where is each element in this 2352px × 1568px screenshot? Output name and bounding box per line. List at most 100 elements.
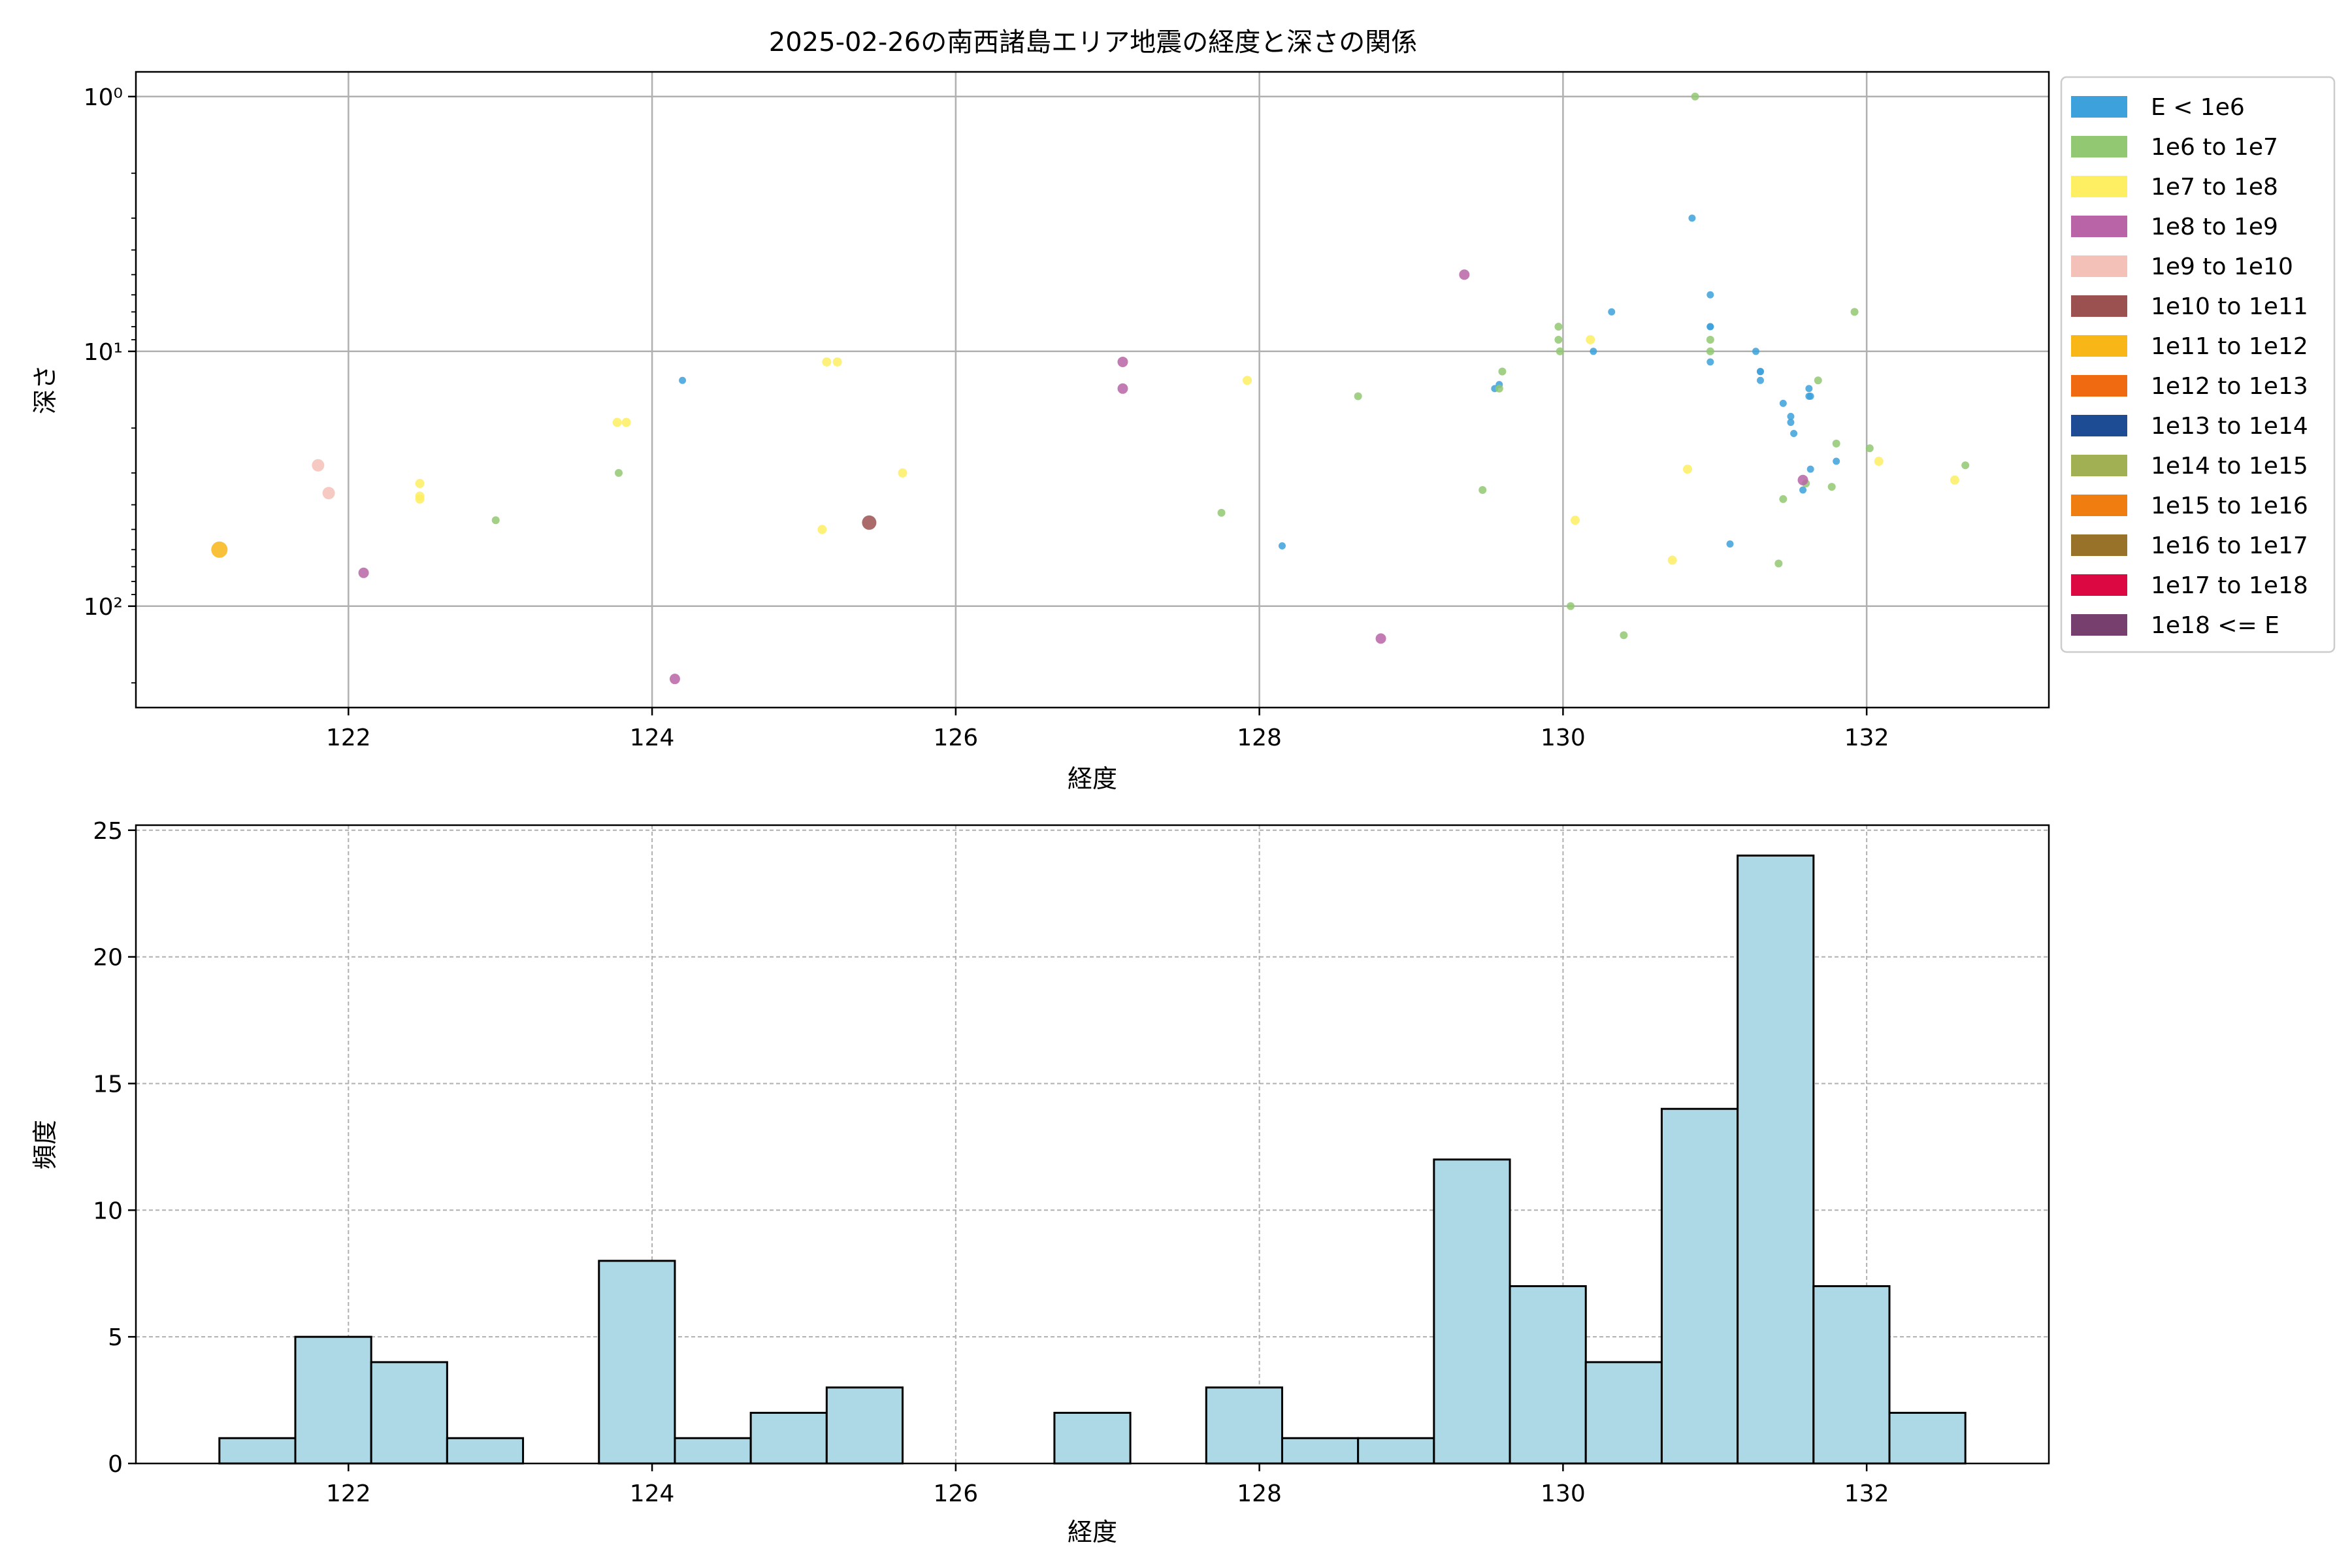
scatter-point <box>1556 347 1564 355</box>
legend-label: 1e17 to 1e18 <box>2151 572 2308 599</box>
scatter-x-ticks: 122 124 126 128 130 132 <box>326 708 1889 751</box>
legend-label: 1e6 to 1e7 <box>2151 134 2278 161</box>
histogram-y-ticks: 0 5 10 15 20 25 <box>93 818 136 1478</box>
scatter-point <box>1707 291 1714 299</box>
histogram-bar <box>749 1411 828 1465</box>
histogram-y-tick-label: 20 <box>93 945 123 972</box>
histogram-bar <box>674 1437 752 1465</box>
histogram-bar <box>1888 1411 1967 1465</box>
scatter-y-ticks: 10⁰ 10¹ 10² <box>84 84 136 684</box>
scatter-point <box>1756 368 1764 376</box>
scatter-panel: 2025-02-26の南西諸島エリア地震の経度と深さの関係 122 124 126 1… <box>31 27 2336 793</box>
legend-label: 1e12 to 1e13 <box>2151 373 2308 400</box>
histogram-plot-frame <box>135 824 2050 1465</box>
legend-label: 1e7 to 1e8 <box>2151 174 2278 201</box>
legend-label: 1e10 to 1e11 <box>2151 293 2308 320</box>
histogram-y-tick-label: 5 <box>108 1324 123 1351</box>
scatter-point <box>415 479 425 489</box>
scatter-point <box>822 357 832 367</box>
scatter-point <box>1554 323 1563 331</box>
histogram-bar <box>1584 1361 1663 1465</box>
scatter-x-tick-label: 132 <box>1844 725 1889 751</box>
scatter-point <box>1787 412 1795 420</box>
histogram-x-tick-label: 124 <box>630 1480 675 1507</box>
histogram-bar <box>1812 1285 1891 1465</box>
histogram-bars <box>218 855 1967 1465</box>
legend-swatch <box>2071 455 2127 476</box>
histogram-bar <box>825 1386 904 1465</box>
legend-swatch <box>2071 614 2127 636</box>
scatter-point <box>1498 367 1507 376</box>
scatter-point <box>1586 335 1595 344</box>
scatter-point <box>1459 269 1470 280</box>
scatter-point <box>322 487 335 500</box>
legend-swatch <box>2071 375 2127 397</box>
legend-label: 1e16 to 1e17 <box>2151 532 2308 559</box>
scatter-point <box>1567 602 1575 610</box>
histogram-x-tick-label: 128 <box>1237 1480 1282 1507</box>
legend-frame <box>2060 76 2336 653</box>
histogram-bar <box>446 1437 525 1465</box>
histogram-bar <box>598 1260 676 1465</box>
scatter-points <box>211 92 1970 685</box>
scatter-x-tick-label: 128 <box>1237 725 1282 751</box>
scatter-point <box>1774 559 1783 568</box>
scatter-point <box>1814 376 1822 385</box>
scatter-title: 2025-02-26の南西諸島エリア地震の経度と深さの関係 <box>769 27 1417 57</box>
histogram-x-tick-label: 132 <box>1844 1480 1889 1507</box>
histogram-y-tick-label: 0 <box>108 1451 123 1478</box>
scatter-point <box>1806 465 1814 473</box>
histogram-bar <box>218 1437 297 1465</box>
scatter-point <box>1354 392 1362 400</box>
scatter-point <box>1827 483 1836 491</box>
scatter-point <box>1706 347 1714 355</box>
histogram-x-ticks: 122 124 126 128 130 132 <box>326 1463 1889 1507</box>
scatter-point <box>669 674 680 685</box>
legend-swatch <box>2071 495 2127 516</box>
histogram-bar <box>370 1361 448 1465</box>
scatter-point <box>1682 465 1692 474</box>
scatter-point <box>1779 399 1787 407</box>
scatter-x-tick-label: 130 <box>1541 725 1586 751</box>
legend-label: 1e13 to 1e14 <box>2151 413 2308 440</box>
scatter-point <box>1217 508 1226 517</box>
scatter-point <box>1726 540 1734 548</box>
histogram-bar <box>294 1335 372 1465</box>
scatter-point <box>621 417 631 427</box>
legend-swatch <box>2071 136 2127 157</box>
scatter-point <box>612 417 622 427</box>
scatter-point <box>1706 335 1714 344</box>
scatter-point <box>1707 323 1714 331</box>
scatter-point <box>1833 457 1840 465</box>
scatter-point <box>862 515 877 530</box>
legend-swatch <box>2071 335 2127 357</box>
histogram-y-axis-label: 頻度 <box>31 1120 59 1169</box>
histogram-bar <box>1737 855 1815 1465</box>
histogram-bar <box>1053 1411 1132 1465</box>
legend-items: E < 1e6 1e6 to 1e7 1e7 to 1e8 1e8 to 1e9 1e9… <box>2071 94 2308 639</box>
legend-swatch <box>2071 295 2127 317</box>
scatter-point <box>1620 631 1628 640</box>
scatter-y-axis-label: 深さ <box>31 365 59 414</box>
histogram-panel: 122 124 126 128 130 132 0 5 10 15 20 25 経度 頻度 <box>31 818 2050 1546</box>
scatter-point <box>1375 633 1386 644</box>
scatter-x-tick-label: 124 <box>630 725 675 751</box>
scatter-point <box>1570 515 1580 525</box>
scatter-plot-frame <box>135 71 2050 709</box>
scatter-point <box>1806 392 1814 400</box>
histogram-bar <box>1660 1107 1739 1465</box>
scatter-point <box>1243 376 1252 385</box>
scatter-point <box>1608 308 1616 316</box>
scatter-point <box>415 494 425 504</box>
histogram-x-tick-label: 122 <box>326 1480 371 1507</box>
scatter-point <box>211 541 228 558</box>
legend-swatch <box>2071 534 2127 556</box>
legend: E < 1e6 1e6 to 1e7 1e7 to 1e8 1e8 to 1e9 1e9… <box>2060 76 2336 653</box>
scatter-point <box>1554 335 1563 344</box>
scatter-x-axis-label: 経度 <box>1068 764 1117 793</box>
scatter-point <box>1478 485 1487 494</box>
histogram-y-tick-label: 15 <box>93 1071 123 1098</box>
legend-swatch <box>2071 216 2127 237</box>
histogram-bar <box>1357 1437 1435 1465</box>
legend-swatch <box>2071 415 2127 436</box>
